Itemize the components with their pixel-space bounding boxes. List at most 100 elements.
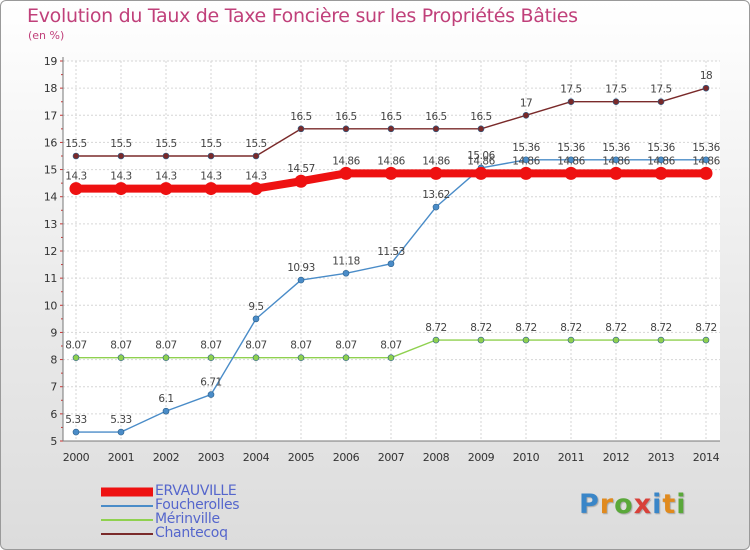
data-label: 8.72 bbox=[560, 322, 581, 334]
logo-letter: x bbox=[633, 489, 653, 520]
data-label: 14.86 bbox=[422, 155, 450, 167]
proxiti-logo: Proxiti bbox=[579, 489, 687, 520]
data-point bbox=[207, 152, 215, 160]
data-label: 17.5 bbox=[605, 84, 626, 96]
data-label: 8.07 bbox=[290, 340, 311, 352]
x-tick-label: 2004 bbox=[243, 451, 270, 464]
data-point bbox=[72, 428, 80, 436]
data-label: 15.36 bbox=[692, 142, 720, 154]
axes: 5 6 7 8 9 10 11 12 13 14 15 16 17 18 19 2000 2001 2002 200… bbox=[44, 55, 720, 464]
data-point bbox=[339, 166, 353, 180]
data-label: 16.5 bbox=[290, 111, 311, 123]
x-tick-label: 2011 bbox=[558, 451, 584, 464]
data-point bbox=[477, 125, 485, 133]
chart-title: Evolution du Taux de Taxe Foncière sur l… bbox=[27, 5, 578, 27]
data-point bbox=[564, 166, 578, 180]
x-tick-label: 2010 bbox=[513, 451, 540, 464]
x-tick-label: 2005 bbox=[288, 451, 315, 464]
legend-label: Foucherolles bbox=[155, 497, 240, 513]
logo-letter: o bbox=[614, 489, 634, 520]
data-label: 14.86 bbox=[647, 155, 675, 167]
data-point bbox=[252, 315, 260, 323]
x-tick-label: 2003 bbox=[198, 451, 225, 464]
x-tick-label: 2012 bbox=[603, 451, 629, 464]
data-point bbox=[162, 152, 170, 160]
series-layer bbox=[69, 84, 713, 436]
data-point bbox=[117, 428, 125, 436]
data-point bbox=[432, 125, 440, 133]
y-tick-label: 10 bbox=[44, 299, 58, 312]
x-tick-label: 2006 bbox=[333, 451, 360, 464]
data-label: 11.53 bbox=[377, 246, 405, 258]
legend-swatch bbox=[101, 533, 153, 535]
data-point bbox=[657, 98, 665, 106]
data-point bbox=[249, 182, 263, 196]
data-point bbox=[612, 336, 620, 344]
data-point bbox=[342, 125, 350, 133]
data-point bbox=[162, 354, 170, 361]
data-label: 9.5 bbox=[248, 301, 263, 313]
x-tick-label: 2008 bbox=[423, 451, 450, 464]
data-point bbox=[657, 336, 665, 344]
data-label: 8.72 bbox=[605, 322, 626, 334]
data-point bbox=[522, 156, 530, 164]
data-label: 11.18 bbox=[332, 255, 360, 267]
data-label: 14.86 bbox=[557, 155, 585, 167]
y-tick-label: 11 bbox=[44, 272, 57, 285]
y-tick-label: 8 bbox=[50, 354, 57, 367]
data-point bbox=[159, 182, 173, 196]
data-label: 8.07 bbox=[110, 340, 131, 352]
data-point bbox=[432, 203, 440, 211]
data-label: 17.5 bbox=[650, 84, 671, 96]
legend-swatch bbox=[101, 505, 153, 507]
data-point bbox=[702, 84, 710, 92]
y-tick-label: 17 bbox=[44, 109, 58, 122]
y-tick-label: 7 bbox=[50, 381, 57, 394]
x-tick-label: 2000 bbox=[63, 451, 90, 464]
data-label: 17.5 bbox=[560, 84, 581, 96]
data-label: 15.5 bbox=[65, 138, 86, 150]
data-label: 8.07 bbox=[335, 340, 356, 352]
unit-label: (en %) bbox=[28, 29, 65, 42]
y-tick-label: 14 bbox=[44, 191, 58, 204]
data-point bbox=[72, 152, 80, 160]
data-point bbox=[72, 354, 80, 361]
data-label: 16.5 bbox=[380, 111, 401, 123]
legend-label: Chantecoq bbox=[155, 525, 228, 541]
data-label: 15.5 bbox=[245, 138, 266, 150]
data-point bbox=[342, 269, 350, 277]
data-label: 14.3 bbox=[155, 171, 176, 183]
data-label: 14.3 bbox=[245, 171, 266, 183]
data-label: 14.86 bbox=[692, 155, 720, 167]
data-point bbox=[429, 166, 443, 180]
data-label: 16.5 bbox=[335, 111, 356, 123]
data-point bbox=[567, 156, 575, 164]
data-point bbox=[612, 156, 620, 164]
data-point bbox=[342, 354, 350, 361]
data-point bbox=[702, 336, 710, 344]
data-point bbox=[387, 354, 395, 361]
data-point bbox=[297, 354, 305, 361]
data-label: 14.57 bbox=[287, 163, 315, 175]
data-label: 8.72 bbox=[650, 322, 671, 334]
data-label: 14.3 bbox=[200, 171, 221, 183]
data-label: 16.5 bbox=[470, 111, 491, 123]
data-label: 8.72 bbox=[470, 322, 491, 334]
data-point bbox=[522, 336, 530, 344]
x-tick-label: 2007 bbox=[378, 451, 405, 464]
x-tick-label: 2013 bbox=[648, 451, 675, 464]
logo-letter: t bbox=[662, 489, 677, 520]
legend-swatch bbox=[101, 487, 153, 497]
y-tick-label: 9 bbox=[50, 326, 57, 339]
x-tick-label: 2014 bbox=[693, 451, 720, 464]
data-point bbox=[162, 407, 170, 415]
legend-label: ERVAUVILLE bbox=[155, 483, 237, 499]
data-point bbox=[207, 391, 215, 398]
data-point bbox=[117, 354, 125, 361]
data-point bbox=[657, 156, 665, 164]
y-tick-label: 19 bbox=[44, 55, 58, 68]
data-label: 13.62 bbox=[422, 189, 450, 201]
data-point bbox=[252, 354, 260, 361]
data-point bbox=[609, 166, 623, 180]
data-point bbox=[297, 125, 305, 133]
